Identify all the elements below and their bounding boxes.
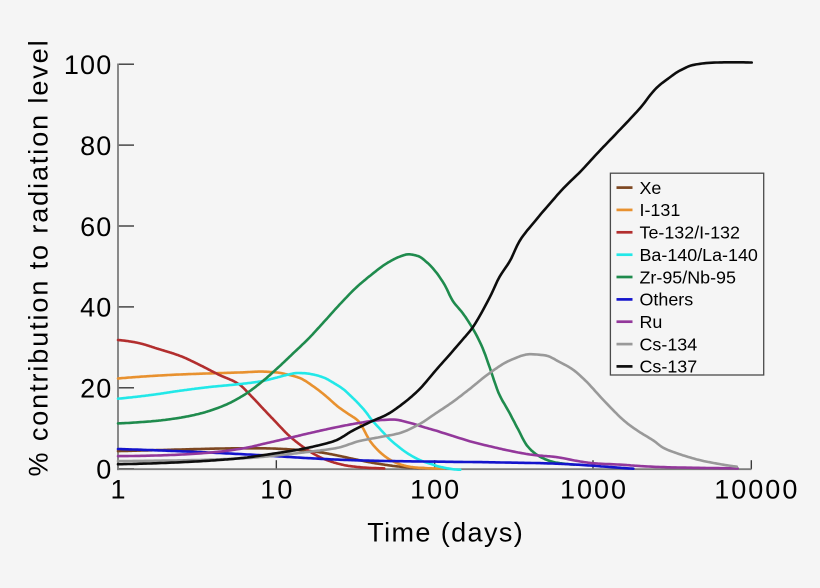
svg-text:Time (days): Time (days) <box>367 517 524 547</box>
svg-text:Xe: Xe <box>640 178 662 198</box>
svg-text:60: 60 <box>80 212 112 242</box>
svg-text:10000: 10000 <box>714 474 799 504</box>
svg-text:I-131: I-131 <box>640 200 681 220</box>
svg-text:Te-132/I-132: Te-132/I-132 <box>640 223 741 243</box>
svg-text:100: 100 <box>410 474 461 504</box>
svg-text:Others: Others <box>640 290 694 310</box>
svg-text:Cs-137: Cs-137 <box>640 357 698 377</box>
svg-text:Cs-134: Cs-134 <box>640 334 698 354</box>
svg-text:20: 20 <box>80 374 112 404</box>
svg-text:Zr-95/Nb-95: Zr-95/Nb-95 <box>640 267 736 287</box>
svg-text:10: 10 <box>260 474 294 504</box>
svg-text:% contribution to radiation le: % contribution to radiation level <box>24 39 54 477</box>
svg-text:1000: 1000 <box>560 474 628 504</box>
svg-text:40: 40 <box>80 293 112 323</box>
svg-text:Ba-140/La-140: Ba-140/La-140 <box>640 245 758 265</box>
svg-text:0: 0 <box>96 455 112 485</box>
svg-text:100: 100 <box>64 50 113 80</box>
svg-text:Ru: Ru <box>640 312 663 332</box>
svg-text:1: 1 <box>110 474 127 504</box>
svg-text:80: 80 <box>80 131 112 161</box>
